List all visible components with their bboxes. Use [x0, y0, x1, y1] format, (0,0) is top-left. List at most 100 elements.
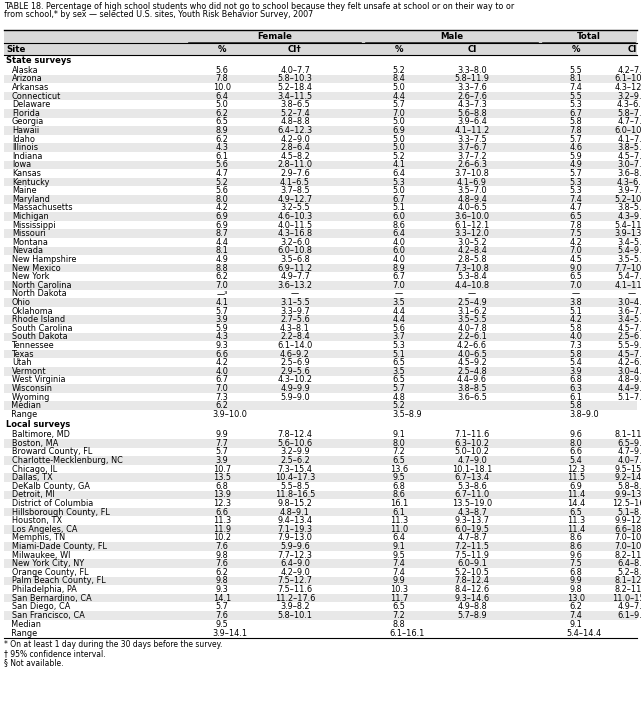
Text: * On at least 1 day during the 30 days before the survey.: * On at least 1 day during the 30 days b… — [4, 640, 222, 649]
Text: 5.8: 5.8 — [570, 324, 583, 333]
Text: 3.5: 3.5 — [393, 298, 405, 307]
Text: 9.5: 9.5 — [393, 473, 405, 482]
Text: 6.5: 6.5 — [392, 358, 406, 367]
Text: CI: CI — [467, 44, 477, 54]
Text: North Dakota: North Dakota — [12, 289, 67, 298]
Text: 2.8–11.0: 2.8–11.0 — [278, 161, 313, 169]
Text: 4.3–10.2: 4.3–10.2 — [278, 375, 313, 385]
Text: 5.0: 5.0 — [393, 134, 405, 144]
Text: 4.0–6.5: 4.0–6.5 — [457, 350, 487, 358]
Text: 3.3–7.5: 3.3–7.5 — [457, 134, 487, 144]
Text: 2.5–6.2: 2.5–6.2 — [280, 456, 310, 465]
Text: 4.7–9.1: 4.7–9.1 — [617, 447, 641, 457]
Text: San Francisco, CA: San Francisco, CA — [12, 611, 85, 620]
Text: 6.0: 6.0 — [392, 246, 406, 255]
Text: 6.8: 6.8 — [570, 568, 583, 577]
Bar — [4, 568, 637, 577]
Bar — [4, 419, 637, 430]
Bar — [4, 350, 637, 358]
Bar — [4, 577, 637, 585]
Text: Ohio: Ohio — [12, 298, 31, 307]
Bar — [4, 92, 637, 100]
Text: 3.5–7.0: 3.5–7.0 — [457, 186, 487, 196]
Text: 9.6: 9.6 — [570, 550, 583, 560]
Text: 4.3–8.1: 4.3–8.1 — [280, 324, 310, 333]
Text: 6.9: 6.9 — [215, 220, 228, 230]
Text: Charlotte-Mecklenburg, NC: Charlotte-Mecklenburg, NC — [12, 456, 123, 465]
Text: Utah: Utah — [12, 358, 31, 367]
Text: 12.3: 12.3 — [567, 465, 585, 473]
Text: 14.4: 14.4 — [567, 499, 585, 508]
Text: 3.9–14.1: 3.9–14.1 — [212, 629, 247, 638]
Text: Arkansas: Arkansas — [12, 83, 49, 92]
Bar — [4, 100, 637, 109]
Text: 5.7: 5.7 — [215, 307, 228, 316]
Text: New York: New York — [12, 272, 49, 281]
Text: 9.9: 9.9 — [215, 430, 228, 439]
Text: 4.3–6.6: 4.3–6.6 — [617, 177, 641, 187]
Text: 6.1–10.6: 6.1–10.6 — [614, 74, 641, 84]
Text: 8.2–11.6: 8.2–11.6 — [615, 585, 641, 594]
Text: Vermont: Vermont — [12, 367, 47, 376]
Text: 12.5–16.5: 12.5–16.5 — [612, 499, 641, 508]
Text: Hillsborough County, FL: Hillsborough County, FL — [12, 507, 110, 517]
Text: 5.6: 5.6 — [215, 186, 228, 196]
Bar — [4, 525, 637, 534]
Text: 8.1–12.0: 8.1–12.0 — [615, 577, 641, 585]
Bar — [4, 75, 637, 83]
Text: 5.0: 5.0 — [393, 117, 405, 126]
Text: New Mexico: New Mexico — [12, 264, 61, 273]
Text: 6.5: 6.5 — [570, 507, 583, 517]
Text: 3.2–9.3: 3.2–9.3 — [617, 92, 641, 100]
Text: 9.9–12.8: 9.9–12.8 — [615, 516, 641, 525]
Text: 6.4: 6.4 — [392, 169, 406, 178]
Bar — [4, 246, 637, 255]
Text: 3.9–8.2: 3.9–8.2 — [280, 602, 310, 611]
Text: 8.6: 8.6 — [570, 542, 583, 551]
Text: 11.5: 11.5 — [567, 473, 585, 482]
Text: 2.2–6.1: 2.2–6.1 — [457, 332, 487, 342]
Text: 6.7: 6.7 — [392, 195, 406, 204]
Text: 4.2–6.6: 4.2–6.6 — [457, 341, 487, 350]
Text: 5.1: 5.1 — [392, 204, 406, 212]
Text: 7.0: 7.0 — [570, 281, 583, 290]
Text: 3.9–10.0: 3.9–10.0 — [213, 411, 247, 419]
Text: 4.5–7.4: 4.5–7.4 — [617, 324, 641, 333]
Text: 11.3: 11.3 — [213, 516, 231, 525]
Text: 9.5–15.8: 9.5–15.8 — [615, 465, 641, 473]
Text: 5.9–9.0: 5.9–9.0 — [280, 393, 310, 401]
Text: 6.0–10.8: 6.0–10.8 — [278, 246, 313, 255]
Bar — [4, 594, 637, 603]
Text: 3.6–6.5: 3.6–6.5 — [457, 393, 487, 401]
Text: 7.2: 7.2 — [393, 447, 405, 457]
Text: Houston, TX: Houston, TX — [12, 516, 62, 525]
Text: 7.3: 7.3 — [570, 341, 583, 350]
Bar — [4, 332, 637, 341]
Text: 5.1: 5.1 — [570, 307, 583, 316]
Text: 4.9–7.7: 4.9–7.7 — [280, 272, 310, 281]
Text: 5.1–8.2: 5.1–8.2 — [617, 507, 641, 517]
Text: 2.5–4.9: 2.5–4.9 — [457, 298, 487, 307]
Text: 3.0–4.9: 3.0–4.9 — [617, 367, 641, 376]
Text: 5.7: 5.7 — [570, 169, 583, 178]
Bar — [4, 367, 637, 376]
Text: 7.3–15.4: 7.3–15.4 — [278, 465, 313, 473]
Text: 4.2: 4.2 — [570, 316, 583, 324]
Text: District of Columbia: District of Columbia — [12, 499, 93, 508]
Text: 3.8–5.8: 3.8–5.8 — [617, 204, 641, 212]
Text: Kentucky: Kentucky — [12, 177, 49, 187]
Text: 6.1–16.1: 6.1–16.1 — [389, 629, 425, 638]
Text: 6.4–12.3: 6.4–12.3 — [278, 126, 313, 135]
Text: 5.8–10.1: 5.8–10.1 — [278, 611, 313, 620]
Text: 7.8: 7.8 — [570, 220, 583, 230]
Bar — [4, 358, 637, 367]
Text: 5.1–7.3: 5.1–7.3 — [617, 393, 641, 401]
Text: 4.0–11.5: 4.0–11.5 — [278, 220, 313, 230]
Text: 9.0: 9.0 — [570, 264, 583, 273]
Text: 5.2–10.5: 5.2–10.5 — [454, 568, 490, 577]
Text: 8.9: 8.9 — [215, 126, 228, 135]
Text: 11.3: 11.3 — [567, 516, 585, 525]
Text: 6.3: 6.3 — [570, 384, 583, 393]
Text: 6.0: 6.0 — [392, 212, 406, 221]
Text: 4.0: 4.0 — [392, 255, 406, 264]
